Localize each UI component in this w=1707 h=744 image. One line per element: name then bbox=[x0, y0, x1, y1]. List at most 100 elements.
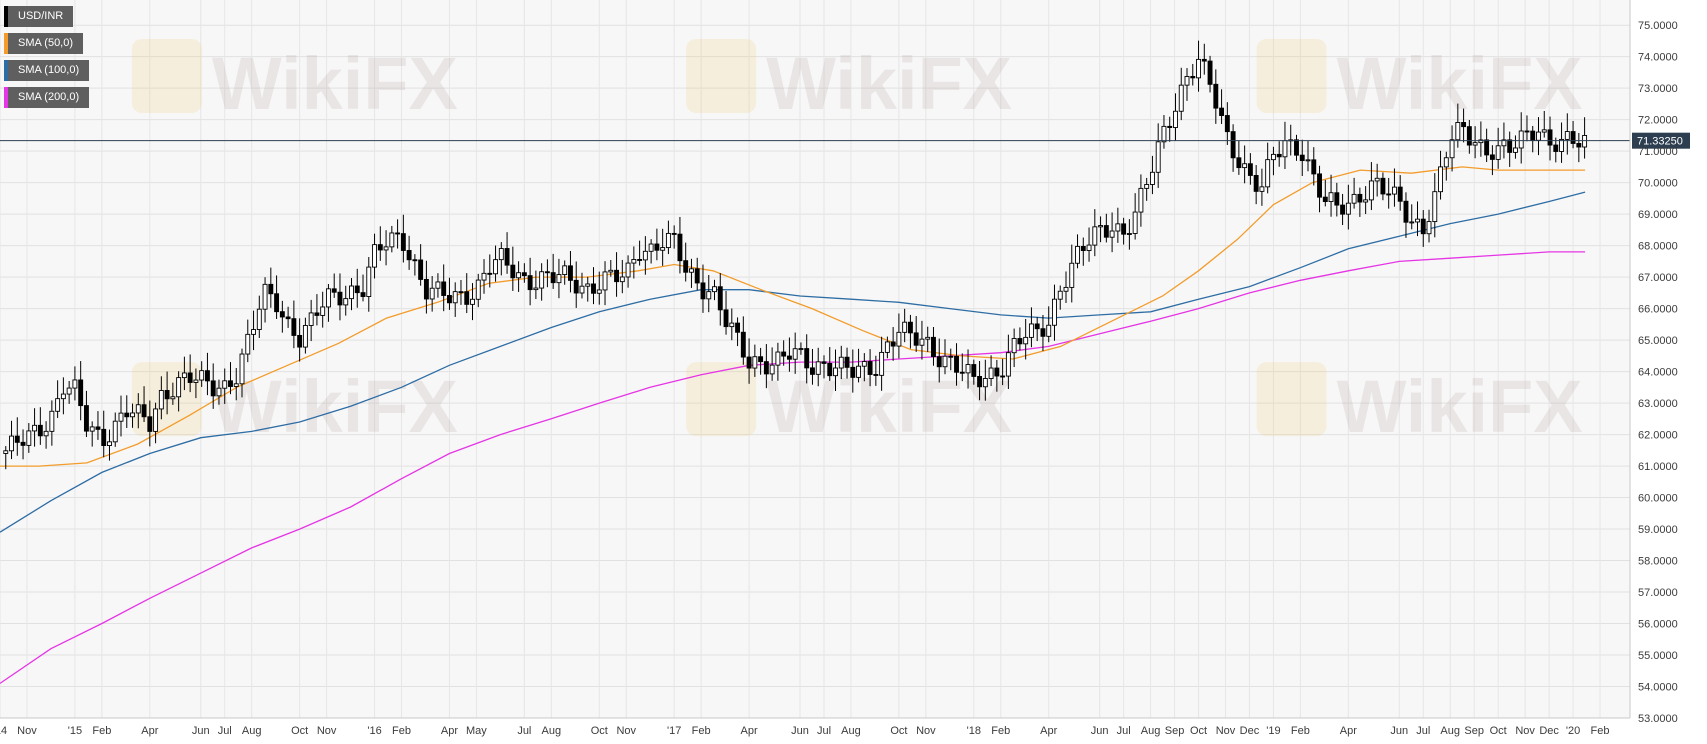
candle-body bbox=[37, 424, 43, 437]
candle-body bbox=[1173, 110, 1178, 128]
candle-body bbox=[83, 405, 89, 432]
candle-body bbox=[775, 351, 781, 366]
candle-body bbox=[729, 322, 735, 328]
candle-body bbox=[1040, 328, 1046, 337]
candle-body bbox=[752, 356, 758, 369]
legend-item-sma-100[interactable]: SMA (100,0) bbox=[4, 60, 90, 81]
candles-layer bbox=[3, 40, 1588, 470]
watermark-text: WikiFX bbox=[766, 365, 1012, 448]
candle-body bbox=[26, 430, 32, 446]
candle-body bbox=[1363, 199, 1369, 203]
legend-item-sma-200[interactable]: SMA (200,0) bbox=[4, 87, 90, 108]
x-tick-label: Nov bbox=[1216, 725, 1236, 737]
candle-body bbox=[1276, 153, 1282, 158]
candle-body bbox=[366, 266, 372, 297]
candle-body bbox=[1507, 139, 1513, 153]
candle-body bbox=[1126, 233, 1132, 235]
x-tick-label: Aug bbox=[841, 725, 861, 737]
candle-body bbox=[441, 281, 447, 296]
candle-body bbox=[314, 312, 320, 316]
candle-body bbox=[153, 408, 159, 432]
candle-body bbox=[118, 412, 124, 422]
candle-body bbox=[1438, 166, 1443, 193]
y-tick-label: 53.0000 bbox=[1638, 713, 1678, 725]
candle-body bbox=[677, 233, 683, 262]
candle-body bbox=[792, 348, 798, 360]
x-tick-label: Nov bbox=[916, 725, 936, 737]
candle-body bbox=[758, 356, 764, 363]
candle-body bbox=[810, 367, 815, 375]
candle-body bbox=[833, 367, 838, 377]
candle-body bbox=[573, 279, 579, 294]
candle-body bbox=[1576, 143, 1582, 148]
candle-body bbox=[1461, 122, 1467, 128]
candle-body bbox=[452, 291, 458, 304]
candle-body bbox=[49, 410, 55, 432]
candle-body bbox=[1351, 193, 1357, 204]
candle-body bbox=[1489, 154, 1495, 160]
x-tick-label: Jun bbox=[1390, 725, 1408, 737]
x-tick-label: Oct bbox=[1490, 725, 1507, 737]
candle-body bbox=[631, 259, 637, 264]
candle-body bbox=[141, 404, 147, 418]
candle-body bbox=[124, 412, 130, 418]
candle-body bbox=[72, 379, 78, 389]
candle-body bbox=[815, 361, 821, 375]
candle-body bbox=[164, 390, 170, 400]
candle-body bbox=[562, 265, 568, 276]
candle-body bbox=[1340, 204, 1346, 215]
x-tick-label: Aug bbox=[1440, 725, 1460, 737]
candle-body bbox=[746, 356, 752, 369]
candle-body bbox=[925, 336, 931, 340]
candle-body bbox=[867, 361, 873, 375]
sma-50-layer bbox=[0, 166, 1586, 467]
candle-body bbox=[331, 288, 337, 293]
y-tick-label: 67.0000 bbox=[1638, 272, 1678, 284]
candle-body bbox=[683, 260, 689, 273]
candle-body bbox=[216, 387, 222, 397]
candle-body bbox=[475, 279, 481, 300]
sma-50-line bbox=[0, 166, 1586, 467]
y-tick-label: 75.0000 bbox=[1638, 20, 1678, 32]
x-tick-label: Apr bbox=[1340, 725, 1357, 737]
candle-body bbox=[1092, 226, 1098, 246]
candle-body bbox=[712, 286, 717, 293]
legend-item-usdinr[interactable]: USD/INR bbox=[4, 6, 74, 27]
candle-body bbox=[1501, 139, 1507, 147]
candle-body bbox=[274, 293, 280, 313]
x-tick-label: '14 bbox=[0, 725, 7, 737]
candle-body bbox=[130, 412, 135, 418]
candle-body bbox=[740, 331, 746, 358]
candle-body bbox=[1011, 338, 1017, 354]
candle-body bbox=[1466, 126, 1472, 146]
y-tick-label: 62.0000 bbox=[1638, 430, 1678, 442]
candle-body bbox=[1005, 352, 1011, 377]
candle-body bbox=[204, 370, 210, 382]
legend-item-sma-50[interactable]: SMA (50,0) bbox=[4, 33, 84, 54]
x-tick-label: Oct bbox=[1190, 725, 1207, 737]
candle-body bbox=[665, 232, 671, 249]
x-tick-label: Aug bbox=[242, 725, 262, 737]
candle-body bbox=[1138, 187, 1144, 213]
axes: 53.0000 54.0000 55.0000 56.0000 57.0000 58.00… bbox=[0, 0, 1678, 737]
candle-body bbox=[919, 338, 925, 346]
candle-body bbox=[20, 441, 26, 446]
sma-100-layer bbox=[0, 191, 1586, 533]
candle-body bbox=[464, 291, 470, 305]
watermark-logo bbox=[1256, 362, 1327, 437]
candle-body bbox=[228, 380, 233, 387]
watermark-text: WikiFX bbox=[766, 42, 1012, 125]
candle-body bbox=[585, 283, 591, 287]
y-tick-label: 64.0000 bbox=[1638, 367, 1678, 379]
candle-body bbox=[101, 428, 107, 446]
candle-body bbox=[412, 259, 418, 262]
y-tick-label: 68.0000 bbox=[1638, 241, 1678, 253]
x-tick-label: Jul bbox=[1117, 725, 1131, 737]
candle-body bbox=[66, 387, 72, 395]
candle-body bbox=[648, 243, 654, 252]
candle-body bbox=[1328, 192, 1334, 202]
candle-body bbox=[1190, 76, 1196, 79]
y-tick-label: 69.0000 bbox=[1638, 209, 1678, 221]
x-tick-label: Sep bbox=[1165, 725, 1185, 737]
